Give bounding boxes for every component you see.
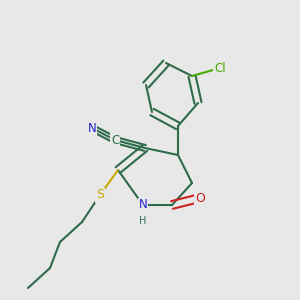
Text: S: S <box>96 188 104 202</box>
Text: O: O <box>195 191 205 205</box>
Text: N: N <box>88 122 96 134</box>
Text: Cl: Cl <box>214 61 226 74</box>
Text: C: C <box>111 134 119 146</box>
Text: N: N <box>139 199 147 212</box>
Text: H: H <box>139 217 147 226</box>
